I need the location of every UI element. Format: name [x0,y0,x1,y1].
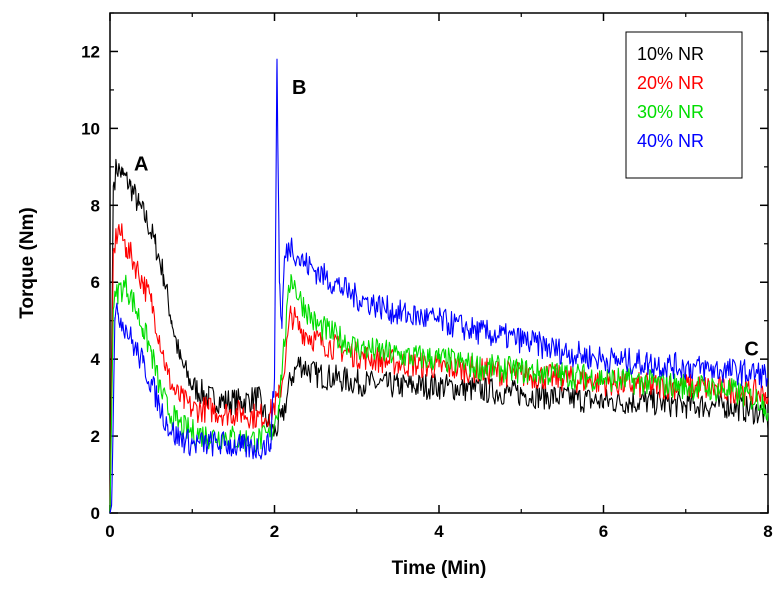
y-tick-label: 2 [91,427,100,446]
x-tick-label: 0 [105,522,114,541]
legend-entry-2: 20% NR [637,73,704,93]
series-line-3 [109,273,769,514]
y-tick-label: 0 [91,504,100,523]
legend-entry-3: 30% NR [637,102,704,122]
series-line-4 [109,58,768,514]
x-axis-title: Time (Min) [392,558,487,579]
axis-ticks: 0 2 4 6 8 0 2 4 6 8 10 12 [81,12,773,541]
y-tick-label: 6 [91,273,100,292]
legend-entry-4: 40% NR [637,131,704,151]
y-tick-label: 8 [91,196,100,215]
series-line-2 [109,223,769,514]
y-tick-label: 12 [81,42,100,61]
annotation-b: B [292,77,306,99]
annotation-a: A [134,154,148,176]
x-tick-label: 4 [434,522,444,541]
x-tick-label: 8 [763,522,772,541]
legend: 10% NR 20% NR 30% NR 40% NR [625,31,743,179]
legend-items: 10% NR 20% NR 30% NR 40% NR [637,44,704,151]
annotation-c: C [744,338,758,360]
annotations: A B C [134,77,759,361]
legend-entry-1: 10% NR [637,44,704,64]
x-tick-label: 2 [270,522,279,541]
legend-box [625,31,743,179]
series-layer [109,58,769,514]
y-tick-label: 10 [81,119,100,138]
y-axis-title: Torque (Nm) [17,207,38,319]
series-line-1 [109,158,769,514]
y-tick-label: 4 [91,350,101,369]
x-tick-label: 6 [599,522,608,541]
